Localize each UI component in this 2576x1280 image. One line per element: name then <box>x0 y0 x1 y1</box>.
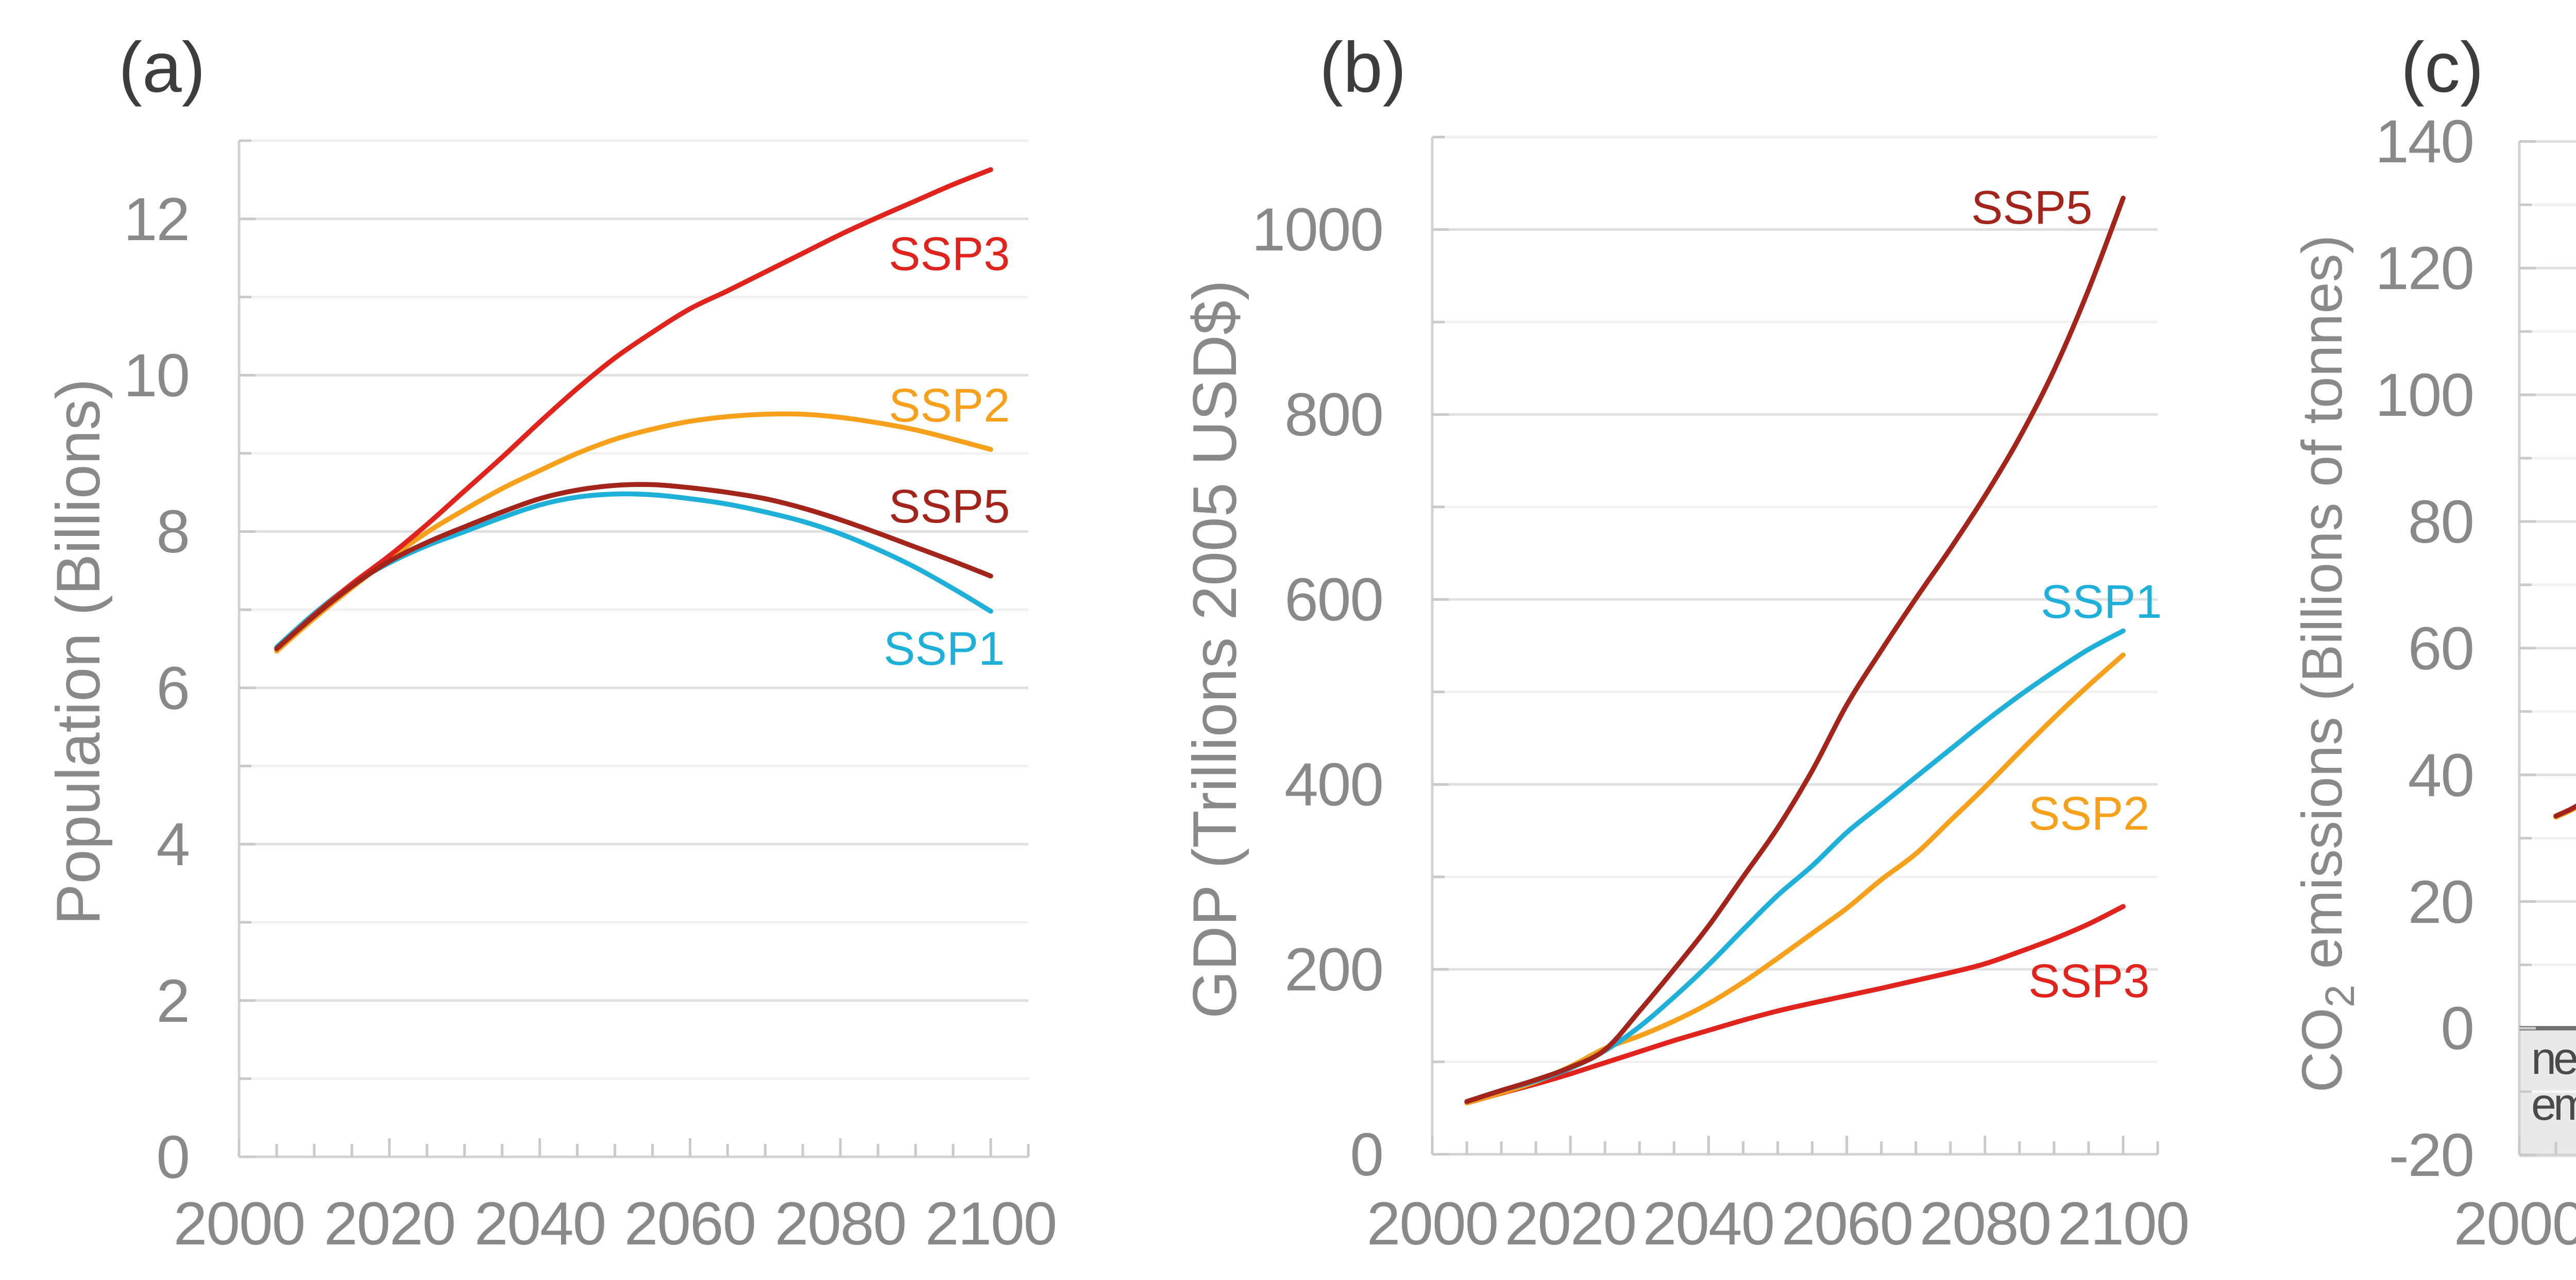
svg-text:800: 800 <box>1284 381 1383 449</box>
svg-text:400: 400 <box>1284 751 1383 819</box>
svg-text:2000: 2000 <box>174 1190 305 1258</box>
svg-text:140: 140 <box>2375 108 2473 176</box>
svg-text:CO2 emissions (Billions of ton: CO2 emissions (Billions of tonnes) <box>2291 235 2363 1093</box>
svg-text:200: 200 <box>1284 936 1383 1004</box>
svg-text:0: 0 <box>1350 1121 1383 1189</box>
svg-text:120: 120 <box>2375 234 2473 302</box>
svg-text:SSP5: SSP5 <box>1971 181 2092 234</box>
svg-text:SSP5: SSP5 <box>889 480 1010 533</box>
svg-text:40: 40 <box>2408 742 2473 810</box>
svg-text:0: 0 <box>2441 995 2473 1063</box>
svg-text:100: 100 <box>2375 361 2473 429</box>
svg-text:1000: 1000 <box>1251 196 1383 264</box>
svg-text:GDP (Trillions 2005 USD$): GDP (Trillions 2005 USD$) <box>1180 280 1249 1019</box>
svg-text:2100: 2100 <box>2058 1190 2189 1258</box>
svg-text:emissions: emissions <box>2531 1079 2576 1130</box>
svg-text:SSP2: SSP2 <box>889 379 1010 432</box>
svg-text:20: 20 <box>2408 868 2473 936</box>
svg-text:net negative: net negative <box>2531 1033 2576 1084</box>
svg-text:6: 6 <box>156 654 189 722</box>
svg-text:SSP3: SSP3 <box>889 228 1010 280</box>
svg-text:2040: 2040 <box>474 1190 606 1258</box>
svg-text:SSP3: SSP3 <box>2028 955 2149 1007</box>
svg-text:600: 600 <box>1284 566 1383 634</box>
svg-text:(c): (c) <box>2401 28 2484 107</box>
svg-text:Population (Billions): Population (Billions) <box>44 379 113 925</box>
svg-text:80: 80 <box>2408 488 2473 556</box>
svg-text:4: 4 <box>156 811 189 879</box>
svg-text:2000: 2000 <box>1367 1190 1498 1258</box>
svg-text:2060: 2060 <box>624 1190 756 1258</box>
svg-text:(b): (b) <box>1319 28 1406 107</box>
svg-text:2080: 2080 <box>775 1190 906 1258</box>
svg-text:2040: 2040 <box>1643 1190 1774 1258</box>
svg-text:(a): (a) <box>118 28 206 107</box>
svg-text:2020: 2020 <box>1505 1190 1636 1258</box>
svg-text:2060: 2060 <box>1782 1190 1913 1258</box>
svg-text:2: 2 <box>156 967 189 1035</box>
svg-text:SSP2: SSP2 <box>2028 787 2149 840</box>
svg-text:60: 60 <box>2408 615 2473 683</box>
svg-text:12: 12 <box>124 186 189 254</box>
svg-text:SSP1: SSP1 <box>2041 576 2162 628</box>
svg-text:2080: 2080 <box>1920 1190 2051 1258</box>
svg-text:2020: 2020 <box>324 1190 455 1258</box>
svg-text:0: 0 <box>156 1123 189 1191</box>
svg-text:2000: 2000 <box>2454 1190 2576 1258</box>
svg-text:-20: -20 <box>2388 1121 2473 1189</box>
svg-text:SSP1: SSP1 <box>884 622 1005 675</box>
svg-text:10: 10 <box>124 342 189 410</box>
svg-text:8: 8 <box>156 498 189 566</box>
svg-text:2100: 2100 <box>925 1190 1057 1258</box>
